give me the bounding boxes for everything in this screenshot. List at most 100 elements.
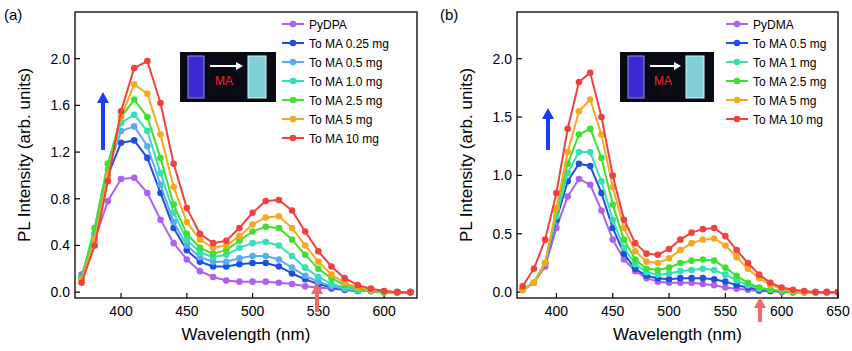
- point: [328, 263, 335, 270]
- point: [276, 280, 283, 287]
- point: [812, 289, 819, 296]
- y-tick: [75, 105, 80, 106]
- trend-arrow: [546, 118, 550, 150]
- point: [262, 253, 269, 260]
- point: [531, 280, 538, 287]
- point: [223, 277, 230, 284]
- point: [564, 149, 571, 156]
- point: [778, 284, 785, 291]
- x-tick-label: 550: [714, 303, 738, 319]
- trend-arrow-head: [311, 283, 323, 294]
- y-tick: [75, 198, 80, 199]
- x-tick-label: 600: [770, 303, 794, 319]
- annotation: MA: [654, 74, 672, 88]
- point: [210, 274, 217, 281]
- point: [767, 280, 774, 287]
- legend-label: To MA 10 mg: [309, 132, 379, 146]
- point: [170, 219, 177, 226]
- point: [531, 280, 538, 287]
- series-line: [82, 84, 411, 292]
- point: [643, 266, 650, 273]
- legend-label: PyDMA: [753, 18, 794, 32]
- point: [688, 275, 695, 282]
- point: [407, 289, 414, 296]
- series-line: [523, 164, 838, 292]
- cuvette: [248, 56, 266, 98]
- point: [722, 284, 729, 291]
- point: [666, 264, 673, 271]
- legend-marker: [734, 59, 741, 66]
- point: [711, 282, 718, 289]
- x-tick-label: 500: [241, 303, 265, 319]
- point: [170, 201, 177, 208]
- y-tick-label: 1.0: [493, 167, 513, 183]
- point: [688, 229, 695, 236]
- x-tick: [556, 293, 557, 298]
- point: [249, 240, 256, 247]
- y-tick-label: 1.6: [51, 97, 71, 113]
- trend-arrow: [758, 307, 762, 322]
- point: [666, 255, 673, 262]
- point: [249, 278, 256, 285]
- y-tick-label: 0.5: [493, 226, 513, 242]
- y-tick: [517, 116, 522, 117]
- point: [223, 259, 230, 266]
- inset-arrow: [650, 65, 674, 67]
- cuvette: [686, 56, 704, 98]
- legend-marker: [290, 116, 297, 123]
- point: [700, 281, 707, 288]
- point: [609, 216, 616, 223]
- point: [276, 256, 283, 263]
- point: [315, 248, 322, 255]
- point: [756, 271, 763, 278]
- point: [131, 174, 138, 181]
- point: [144, 143, 151, 150]
- inset-arrow-head: [674, 62, 681, 70]
- legend-marker: [734, 97, 741, 104]
- legend-marker: [290, 135, 297, 142]
- point: [144, 90, 151, 97]
- point: [576, 149, 583, 156]
- point: [823, 289, 830, 296]
- point: [197, 236, 204, 243]
- point: [91, 242, 98, 249]
- legend-label: To MA 5 mg: [753, 94, 816, 108]
- point: [131, 65, 138, 72]
- point: [733, 247, 740, 254]
- inset-photo: MA: [180, 52, 276, 102]
- x-axis-label: Wavelength (nm): [182, 325, 311, 344]
- legend-marker: [290, 40, 297, 47]
- figure: (a)4004505005506000.00.40.81.21.62.0Wave…: [0, 0, 852, 351]
- point: [381, 288, 388, 295]
- point: [262, 278, 269, 285]
- point: [722, 278, 729, 285]
- y-tick-label: 1.2: [51, 144, 71, 160]
- point: [302, 252, 309, 259]
- point: [407, 289, 414, 296]
- series-line: [82, 140, 411, 292]
- inset-photo: MA: [620, 52, 714, 102]
- legend-marker: [734, 40, 741, 47]
- point: [677, 275, 684, 282]
- point: [157, 216, 164, 223]
- point: [812, 289, 819, 296]
- annotation: MA: [215, 74, 233, 88]
- point: [262, 198, 269, 205]
- plot-frame: [75, 12, 417, 298]
- point: [157, 100, 164, 107]
- point: [801, 288, 808, 295]
- point: [711, 225, 718, 232]
- point: [666, 270, 673, 277]
- x-tick: [120, 293, 121, 298]
- point: [184, 205, 191, 212]
- legend-marker: [734, 78, 741, 85]
- point: [576, 131, 583, 138]
- trend-arrow-head: [754, 297, 766, 308]
- point: [677, 260, 684, 267]
- point: [711, 235, 718, 242]
- point: [276, 242, 283, 249]
- trend-arrow-head: [97, 92, 109, 103]
- point: [700, 236, 707, 243]
- point: [144, 58, 151, 65]
- point: [531, 280, 538, 287]
